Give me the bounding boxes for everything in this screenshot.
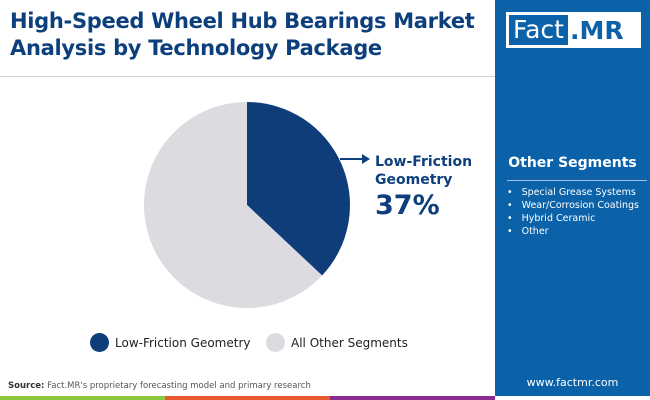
footer-bar-purple xyxy=(330,396,495,400)
callout-value: 37% xyxy=(375,190,440,221)
legend-item-all-other-segments: All Other Segments xyxy=(266,333,408,352)
callout-arrow-icon xyxy=(362,154,370,164)
pie-chart xyxy=(144,102,370,308)
divider xyxy=(507,180,647,181)
legend-swatch xyxy=(90,333,109,352)
legend-swatch xyxy=(266,333,285,352)
logo-text: .MR xyxy=(569,15,624,45)
legend-item-low-friction-geometry: Low-Friction Geometry xyxy=(90,333,251,352)
list-item: Wear/Corrosion Coatings xyxy=(507,199,639,212)
factmr-logo: Fact .MR xyxy=(506,12,641,48)
legend-label: Low-Friction Geometry xyxy=(115,335,251,350)
pie-slice-all-other-segments xyxy=(144,102,323,308)
legend-label: All Other Segments xyxy=(291,335,408,350)
callout-text: Low-Friction xyxy=(375,154,473,170)
list-item: Other xyxy=(507,225,639,238)
source-note: Source: Fact.MR's proprietary forecastin… xyxy=(8,381,311,391)
callout-label: Low-Friction Geometry 37% xyxy=(375,153,472,223)
other-segments-list: Special Grease Systems Wear/Corrosion Co… xyxy=(507,186,639,238)
other-segments-title: Other Segments xyxy=(508,155,637,171)
logo-text: Fact xyxy=(509,15,568,45)
chart-title: High-Speed Wheel Hub Bearings Market Ana… xyxy=(10,9,475,60)
divider xyxy=(0,76,495,77)
list-item: Special Grease Systems xyxy=(507,186,639,199)
footer-bar-orange xyxy=(165,396,330,400)
pie-slice-low-friction-geometry xyxy=(247,102,351,276)
side-panel: Fact.MR Other Segments Special Grease Sy… xyxy=(495,0,650,396)
source-text: Fact.MR's proprietary forecasting model … xyxy=(47,381,311,391)
footer-bar-green xyxy=(0,396,165,400)
source-label: Source: xyxy=(8,381,45,391)
website-link[interactable]: www.factmr.com xyxy=(526,376,619,389)
callout-text: Geometry xyxy=(375,172,453,188)
list-item: Hybrid Ceramic xyxy=(507,212,639,225)
